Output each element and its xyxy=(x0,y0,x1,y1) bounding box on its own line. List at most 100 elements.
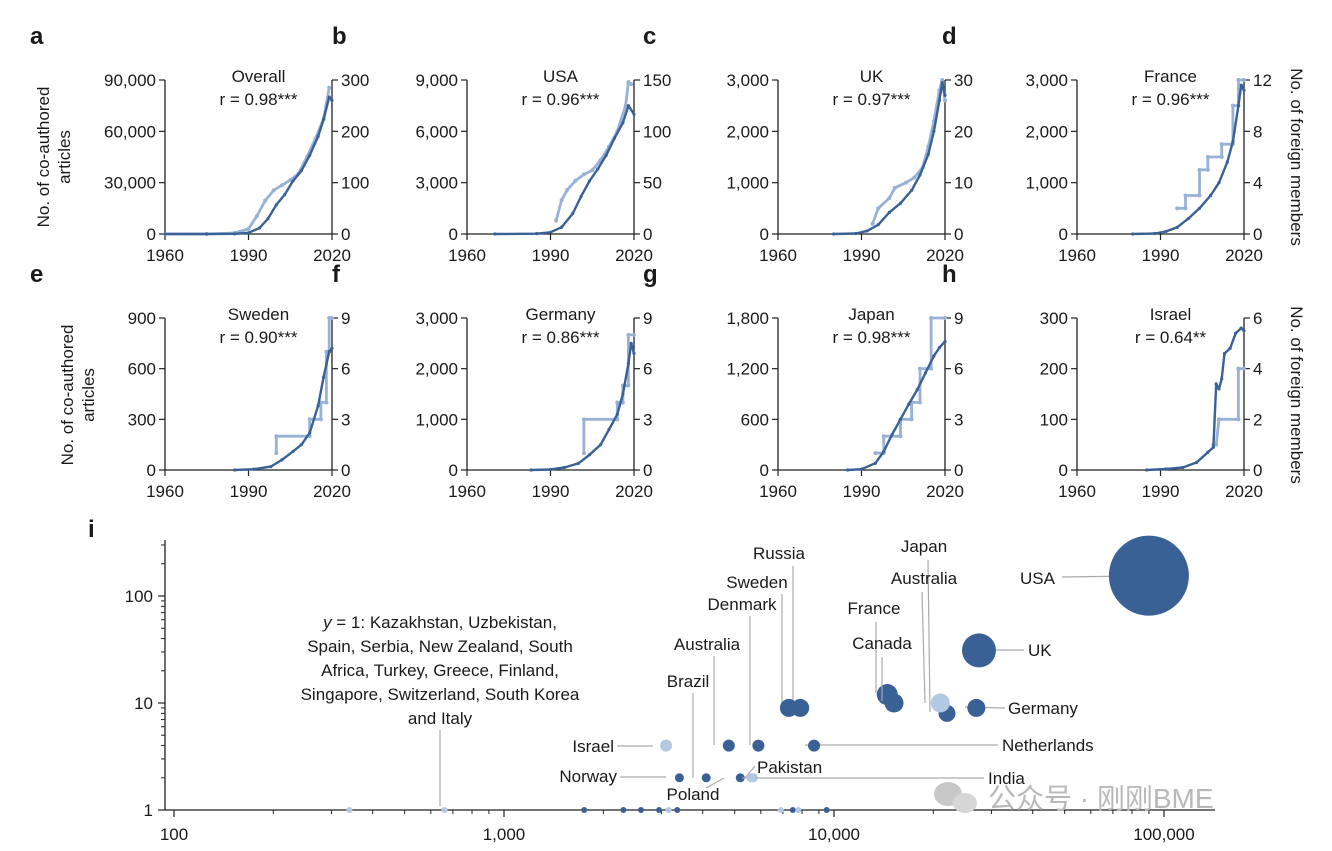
data-point xyxy=(1164,467,1168,471)
data-point xyxy=(918,173,922,177)
data-point xyxy=(318,417,323,422)
data-point xyxy=(881,434,886,439)
data-point xyxy=(832,232,836,236)
data-point xyxy=(254,214,259,219)
series-line-articles xyxy=(163,95,334,236)
data-point xyxy=(859,467,864,471)
data-point xyxy=(887,210,891,215)
series-line-articles xyxy=(233,347,334,472)
correlation-label: r = 0.97*** xyxy=(833,90,911,109)
data-point xyxy=(892,185,897,190)
left-tick-label: 1,800 xyxy=(726,309,769,328)
y-label-left-bottom-line2: articles xyxy=(79,368,98,422)
x-tick-label: 100 xyxy=(160,825,188,844)
right-tick-label: 6 xyxy=(341,360,350,379)
scatter-point-australia xyxy=(722,739,735,752)
data-point xyxy=(324,400,329,405)
x-tick-label: 1960 xyxy=(146,482,184,501)
data-point xyxy=(1197,167,1202,172)
y-label-left-top-line1: No. of co-authored xyxy=(34,87,53,228)
leader-line xyxy=(705,777,725,789)
left-tick-label: 0 xyxy=(1059,225,1068,244)
data-point xyxy=(1225,160,1229,164)
left-tick-label: 900 xyxy=(128,309,156,328)
scatter-point-india xyxy=(746,773,756,783)
data-point xyxy=(1219,142,1224,147)
data-point xyxy=(288,178,293,183)
y-label-left-bottom-line1: No. of co-authored xyxy=(58,325,77,466)
data-point xyxy=(1197,193,1202,198)
right-tick-label: 100 xyxy=(341,174,369,193)
data-point xyxy=(917,400,922,405)
point-label-israel: Israel xyxy=(572,737,614,756)
x-tick-label: 10,000 xyxy=(808,825,860,844)
correlation-label: r = 0.90*** xyxy=(220,328,298,347)
data-point xyxy=(621,392,625,396)
leader-line xyxy=(744,765,756,779)
left-tick-label: 300 xyxy=(1040,309,1068,328)
left-tick-label: 30,000 xyxy=(104,174,156,193)
data-point xyxy=(1144,468,1149,472)
left-tick-label: 0 xyxy=(147,461,156,480)
scatter-point xyxy=(795,807,802,813)
panel-e: e 900 600 300 0 9 6 3 0 1960 1990 2020 Sweden r = 0.9… xyxy=(30,261,351,501)
data-point xyxy=(632,112,636,116)
scatter-point-poland xyxy=(735,773,745,783)
point-label-japan: Japan xyxy=(901,537,947,556)
series-line-articles xyxy=(493,104,636,236)
left-tick-label: 0 xyxy=(449,461,458,480)
data-point xyxy=(1239,83,1243,87)
data-point xyxy=(330,346,334,350)
right-tick-label: 100 xyxy=(643,122,671,141)
data-point xyxy=(873,451,878,456)
data-point xyxy=(246,226,251,231)
data-point xyxy=(898,417,903,421)
point-label-germany: Germany xyxy=(1008,699,1078,718)
series-line-articles xyxy=(529,342,636,472)
panel-h: h 300 200 100 0 6 4 2 0 1960 1990 2020 Israel r = 0.6… xyxy=(942,261,1263,501)
data-point xyxy=(1217,387,1221,391)
right-tick-label: 0 xyxy=(1253,461,1262,480)
panel-f: f 3,000 2,000 1,000 0 9 6 3 0 1960 1990 2020 Germany… xyxy=(332,261,653,501)
data-point xyxy=(876,223,880,227)
panel-d: d 3,000 2,000 1,000 0 12 8 4 0 1960 1990 2020 France… xyxy=(942,23,1272,265)
data-point xyxy=(1242,88,1246,92)
correlation-label: r = 0.96*** xyxy=(522,90,600,109)
data-point xyxy=(279,183,284,188)
data-point xyxy=(291,179,295,183)
scatter-point xyxy=(637,807,644,813)
data-point xyxy=(599,443,603,447)
data-point xyxy=(626,104,631,108)
right-tick-label: 4 xyxy=(1253,174,1262,193)
left-tick-label: 0 xyxy=(449,225,458,244)
x-tick-label: 1990 xyxy=(532,482,570,501)
panel-title: Overall xyxy=(232,67,286,86)
scatter-panel: 100 1,000 10,000 100,000 1 10 100 USA UK Germany J… xyxy=(125,535,1215,844)
point-label-australia: Australia xyxy=(891,569,958,588)
data-point xyxy=(1209,193,1213,198)
data-point xyxy=(246,231,251,235)
data-point xyxy=(1239,326,1243,330)
x-tick-label: 1960 xyxy=(759,246,797,265)
panel-a: a 90,000 60,000 30,000 0 300 200 100 0 1960 1990 20… xyxy=(30,23,369,265)
right-tick-label: 9 xyxy=(341,309,350,328)
data-point xyxy=(940,80,944,85)
y-label-right-bottom: No. of foreign members xyxy=(1287,306,1306,484)
data-point xyxy=(910,188,914,192)
panel-letter-b: b xyxy=(332,23,347,50)
left-tick-label: 300 xyxy=(128,410,156,429)
data-point xyxy=(915,388,919,392)
data-point xyxy=(923,371,928,375)
scatter-point-netherlands xyxy=(808,739,821,752)
data-point xyxy=(283,193,287,197)
data-point xyxy=(845,468,850,472)
point-label-india: India xyxy=(988,769,1025,788)
point-label-norway: Norway xyxy=(559,767,617,786)
point-label-netherlands: Netherlands xyxy=(1002,736,1094,755)
data-point xyxy=(607,427,611,432)
right-tick-label: 30 xyxy=(954,71,973,90)
x-tick-label: 1990 xyxy=(532,246,570,265)
left-tick-label: 1,000 xyxy=(1025,174,1068,193)
data-point xyxy=(576,461,580,466)
